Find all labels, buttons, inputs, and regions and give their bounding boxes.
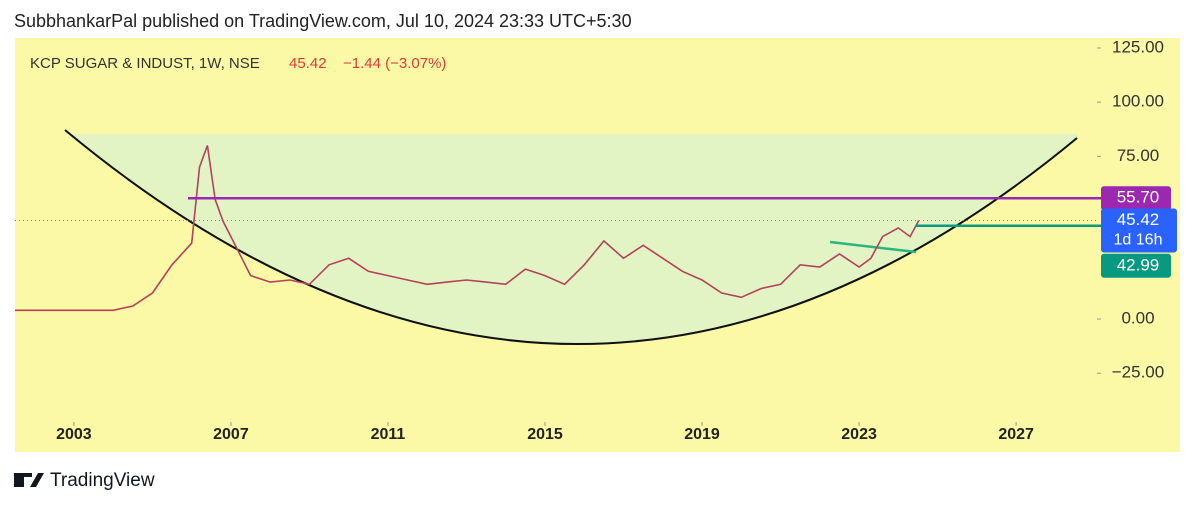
- y-tick-label: 0.00: [1121, 308, 1154, 327]
- x-tick-label: 2011: [371, 426, 406, 443]
- y-tick-label: −25.00: [1112, 363, 1164, 382]
- x-tick-label: 2023: [841, 426, 877, 443]
- y-tick-label: 100.00: [1112, 92, 1164, 111]
- footer-brand: TradingView: [50, 470, 155, 491]
- last-price-tag: [1101, 208, 1177, 253]
- trend-line: [829, 240, 917, 254]
- price-tag-label: 42.99: [1117, 255, 1160, 274]
- logo: [14, 473, 44, 487]
- price-line: [15, 145, 920, 312]
- header: SubbhankarPal published on TradingView.c…: [14, 11, 632, 31]
- price-tag-label: 55.70: [1117, 188, 1160, 207]
- cup-arc: [64, 129, 1078, 345]
- last-price-tag-label: 45.42: [1117, 210, 1160, 229]
- x-tick-label: 2003: [56, 426, 92, 443]
- price-tag: [1101, 186, 1171, 211]
- countdown: 1d 16h: [1114, 232, 1163, 249]
- price-tag: [1101, 253, 1171, 278]
- x-tick-label: 2015: [527, 426, 563, 443]
- last-price: 45.42: [289, 55, 327, 72]
- x-tick-label: 2019: [684, 426, 720, 443]
- x-tick-label: 2027: [998, 426, 1034, 443]
- cup-region: [65, 130, 1077, 345]
- y-tick-label: 125.00: [1112, 37, 1164, 56]
- x-tick-label: 2007: [213, 426, 249, 443]
- y-tick-label: 75.00: [1117, 146, 1160, 165]
- price-change: −1.44 (−3.07%): [343, 55, 446, 72]
- chart-title: KCP SUGAR & INDUST, 1W, NSE: [30, 55, 260, 72]
